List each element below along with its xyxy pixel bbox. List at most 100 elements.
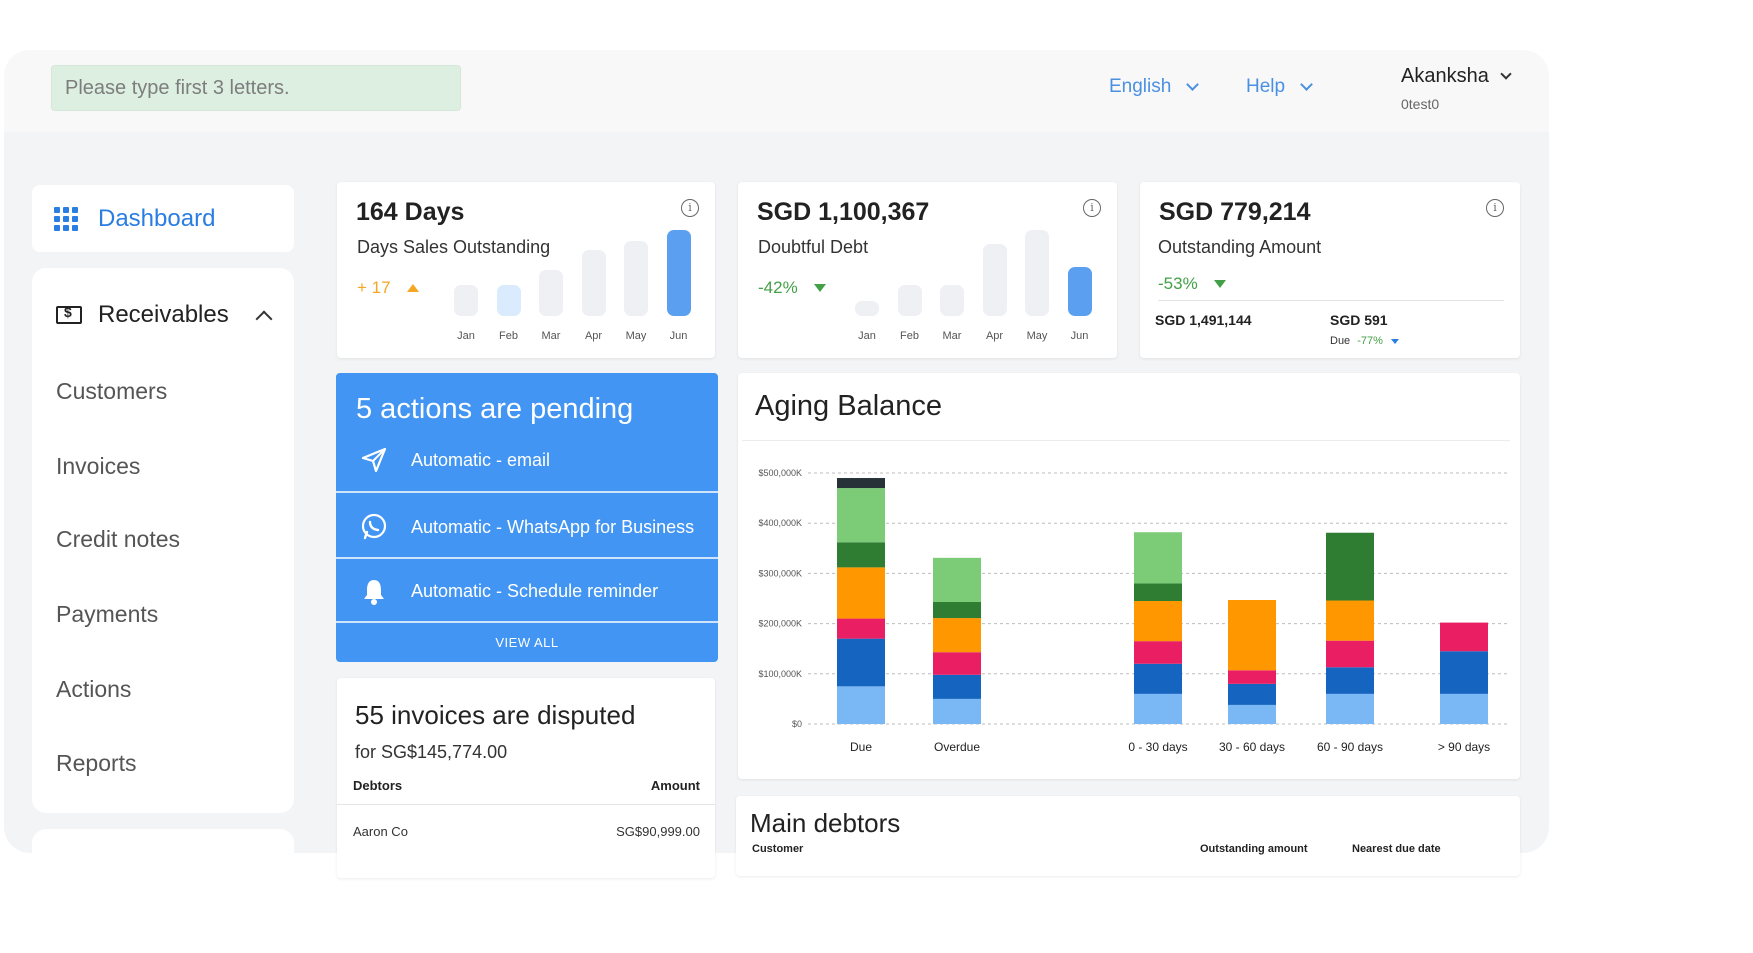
bar-segment[interactable] <box>1440 622 1488 652</box>
bar-segment[interactable] <box>1326 600 1374 641</box>
divider <box>742 440 1510 441</box>
info-icon[interactable]: i <box>1083 199 1101 217</box>
bar-segment[interactable] <box>837 618 885 639</box>
kpi-change-value: -53% <box>1158 274 1198 293</box>
action-label: Automatic - WhatsApp for Business <box>411 516 695 537</box>
divider <box>337 804 715 805</box>
mini-month-label: Jun <box>669 330 688 342</box>
due-label: Due <box>1330 335 1351 347</box>
bar-segment[interactable] <box>933 674 981 699</box>
mini-bar-mar <box>940 285 964 316</box>
bar-segment[interactable] <box>1326 667 1374 694</box>
actions-title: 5 actions are pending <box>356 393 634 425</box>
bar-segment[interactable] <box>1228 704 1276 724</box>
bar-segment[interactable] <box>837 567 885 619</box>
bar-segment[interactable] <box>1440 651 1488 694</box>
bar-segment[interactable] <box>837 542 885 568</box>
info-icon[interactable]: i <box>1486 199 1504 217</box>
main-debtors-title: Main debtors <box>750 808 901 838</box>
bar-segment[interactable] <box>837 488 885 543</box>
mini-month-label: Jan <box>457 330 475 342</box>
kpi-subtitle: Days Sales Outstanding <box>357 237 551 257</box>
action-item-schedule-reminder[interactable]: Automatic - Schedule reminder <box>336 559 718 623</box>
grid-icon <box>54 206 78 231</box>
bell-icon <box>336 577 411 605</box>
bar-segment[interactable] <box>1134 601 1182 642</box>
divider <box>336 557 718 559</box>
user-menu[interactable]: Akanksha 0test0 <box>1401 65 1512 112</box>
column-header-debtors: Debtors <box>353 778 403 793</box>
bar-segment[interactable] <box>933 652 981 675</box>
y-tick-label: $500,000K <box>758 468 802 478</box>
action-item-whatsapp[interactable]: Automatic - WhatsApp for Business <box>336 495 718 559</box>
bar-segment[interactable] <box>933 618 981 653</box>
bar-segment[interactable] <box>1228 600 1276 671</box>
triangle-down-icon <box>813 284 826 292</box>
x-category-label: 30 - 60 days <box>1219 740 1285 754</box>
debtor-name[interactable]: Aaron Co <box>353 824 408 839</box>
bar-segment[interactable] <box>1326 532 1374 601</box>
kpi-change: + 17 <box>357 278 419 298</box>
kpi-title: SGD 779,214 <box>1159 198 1311 226</box>
x-category-label: > 90 days <box>1438 740 1490 754</box>
x-category-label: 0 - 30 days <box>1128 740 1187 754</box>
sidebar-item-credit-notes[interactable]: Credit notes <box>56 526 181 552</box>
x-category-label: Due <box>850 740 872 754</box>
view-all-button[interactable]: VIEW ALL <box>495 635 559 650</box>
due-row: Due -77% <box>1330 335 1399 347</box>
bar-segment[interactable] <box>1134 583 1182 602</box>
mini-bar-jan <box>454 285 478 316</box>
bar-segment[interactable] <box>933 698 981 724</box>
bar-segment[interactable] <box>1326 640 1374 668</box>
bar-segment[interactable] <box>837 638 885 687</box>
mini-month-label: Feb <box>499 330 518 342</box>
mini-bar-apr <box>581 250 606 316</box>
language-label: English <box>1109 76 1172 97</box>
mini-month-label: Mar <box>942 330 962 342</box>
mini-bar-apr <box>982 244 1007 316</box>
search-input[interactable] <box>52 66 460 110</box>
bar-segment[interactable] <box>837 686 885 724</box>
bar-segment[interactable] <box>1228 670 1276 684</box>
action-item-email[interactable]: Automatic - email <box>336 428 718 492</box>
total-amount: SGD 1,491,144 <box>1155 312 1252 328</box>
mini-month-label: Jun <box>1070 330 1089 342</box>
bar-segment[interactable] <box>1134 532 1182 584</box>
mini-bar-may <box>1025 230 1049 316</box>
bar-segment[interactable] <box>1134 663 1182 694</box>
top-bar: English Help Akanksha 0test0 <box>4 50 1549 132</box>
search-box[interactable] <box>51 65 461 111</box>
bar-segment[interactable] <box>1326 693 1374 724</box>
triangle-down-icon <box>1390 338 1399 344</box>
action-label: Automatic - email <box>411 449 551 470</box>
triangle-down-icon <box>1213 280 1226 288</box>
mini-bar-jan <box>855 301 879 316</box>
sidebar-item-payments[interactable]: Payments <box>56 601 159 627</box>
bar-segment[interactable] <box>1134 693 1182 724</box>
language-dropdown[interactable]: English <box>1109 76 1200 98</box>
due-amount: SGD 591 <box>1330 312 1388 328</box>
bar-segment[interactable] <box>933 602 981 619</box>
sidebar-item-reports[interactable]: Reports <box>56 750 137 776</box>
mini-bar-chart: Jan Feb Mar Apr May Jun <box>855 222 1099 342</box>
kpi-subtitle: Outstanding Amount <box>1158 237 1322 257</box>
sidebar-item-invoices[interactable]: Invoices <box>56 453 141 479</box>
sidebar-item-actions[interactable]: Actions <box>56 676 132 702</box>
sidebar-item-dashboard[interactable]: Dashboard <box>32 185 294 252</box>
help-dropdown[interactable]: Help <box>1246 76 1313 98</box>
kpi-card-dso: 164 Days Days Sales Outstanding + 17 i J… <box>337 182 715 358</box>
bar-segment[interactable] <box>1440 693 1488 724</box>
sidebar-section-receivables[interactable]: Receivables <box>56 301 276 329</box>
bar-segment[interactable] <box>1228 683 1276 705</box>
chevron-down-icon <box>1500 68 1512 80</box>
info-icon[interactable]: i <box>681 199 699 217</box>
aging-balance-chart: $0 $100,000K $200,000K $300,000K $400,000K $5… <box>758 468 1508 754</box>
bar-segment[interactable] <box>837 478 885 489</box>
bar-segment[interactable] <box>933 557 981 603</box>
mini-month-label: Feb <box>900 330 919 342</box>
sidebar-item-customers[interactable]: Customers <box>56 378 168 404</box>
debtor-amount: SG$90,999.00 <box>616 824 700 839</box>
y-tick-label: $300,000K <box>758 568 802 578</box>
user-id: 0test0 <box>1401 96 1440 112</box>
bar-segment[interactable] <box>1134 641 1182 664</box>
